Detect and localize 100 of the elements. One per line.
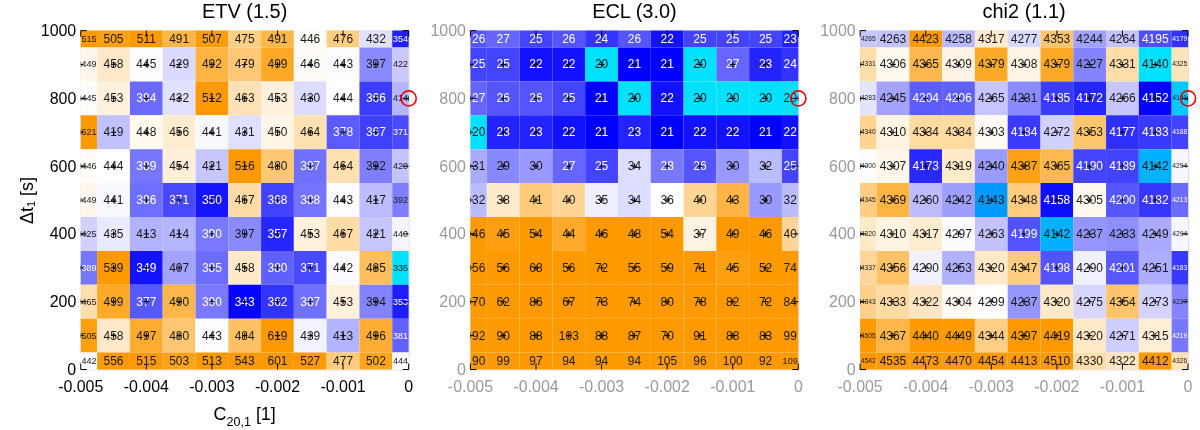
- data-label: 4315: [1141, 328, 1169, 343]
- data-label: 4263: [879, 32, 907, 47]
- data-label: 4195: [1141, 32, 1169, 47]
- data-label: 55: [627, 260, 642, 275]
- data-label: 446: [300, 32, 321, 47]
- data-label: 362: [267, 294, 288, 309]
- data-label: 456: [169, 125, 190, 140]
- data-label: 4263: [978, 226, 1005, 241]
- data-label: 453: [300, 226, 321, 241]
- data-label: 4303: [978, 125, 1005, 140]
- data-label: 397: [234, 226, 255, 241]
- data-label: 4182: [1141, 193, 1169, 208]
- data-label: 4354: [1109, 294, 1137, 309]
- data-label: 499: [103, 294, 124, 309]
- data-label: 503: [169, 354, 190, 368]
- data-label: 4140: [1141, 57, 1169, 72]
- data-label: 4143: [978, 193, 1005, 208]
- data-label: 21: [594, 125, 609, 140]
- data-label: 4244: [1076, 32, 1104, 47]
- data-label: 421: [365, 226, 387, 241]
- data-label: 4347: [1010, 260, 1038, 275]
- data-label: 4305: [1076, 193, 1104, 208]
- data-label: 422: [392, 59, 408, 70]
- y-tick-label: 800: [829, 89, 856, 107]
- x-tick-label: -0.005: [447, 378, 494, 396]
- data-label: 25: [726, 32, 740, 47]
- data-label: 480: [169, 328, 190, 343]
- data-label: 4365: [912, 57, 940, 72]
- data-label: 458: [103, 328, 124, 343]
- data-label: 432: [365, 32, 387, 47]
- x-tick-label: -0.002: [1034, 378, 1080, 396]
- data-label: 4322: [912, 294, 940, 309]
- data-label: 371: [300, 260, 321, 275]
- data-label: 513: [201, 354, 223, 368]
- data-label: 368: [267, 193, 288, 208]
- data-label: 384: [136, 91, 157, 106]
- data-label: 4334: [945, 125, 973, 140]
- data-label: 23: [529, 125, 544, 140]
- data-label: 91: [693, 328, 707, 343]
- data-label: 38: [496, 193, 511, 208]
- data-label: 29: [496, 159, 511, 174]
- data-label: 56: [471, 260, 486, 275]
- data-label: 94: [627, 354, 642, 368]
- data-label: 4172: [1076, 91, 1104, 106]
- data-label: 425: [81, 228, 97, 239]
- data-label: 443: [333, 57, 354, 72]
- data-label: 389: [136, 159, 157, 174]
- data-label: 413: [136, 226, 157, 241]
- data-label: 516: [234, 159, 255, 174]
- x-tick-label: 0: [793, 378, 803, 396]
- data-label: 458: [103, 57, 124, 72]
- data-label: 377: [136, 294, 157, 309]
- data-label: 414: [169, 226, 190, 241]
- data-label: 4331: [1109, 57, 1137, 72]
- data-label: 32: [471, 193, 486, 208]
- data-label: 26: [471, 32, 486, 47]
- y-axis-title: Δt₁ [s]: [16, 177, 37, 225]
- data-label: 4260: [912, 193, 940, 208]
- data-label: 380: [267, 260, 288, 275]
- data-label: 367: [365, 125, 387, 140]
- data-label: 435: [103, 226, 124, 241]
- data-label: 450: [267, 125, 288, 140]
- data-label: 25: [471, 57, 486, 72]
- x-tick-label: -0.002: [254, 378, 301, 396]
- data-label: 4367: [879, 328, 907, 343]
- data-label: 4142: [1043, 226, 1071, 241]
- data-label: 4185: [1043, 91, 1071, 106]
- data-label: 48: [627, 226, 642, 241]
- x-tick-label: -0.004: [903, 378, 949, 396]
- data-label: 381: [392, 330, 408, 341]
- data-label: 4290: [912, 260, 940, 275]
- data-label: 70: [660, 328, 675, 343]
- data-label: 440: [392, 228, 408, 239]
- data-label: 41: [529, 193, 544, 208]
- data-label: 25: [758, 32, 773, 47]
- data-label: 4198: [1043, 260, 1071, 275]
- data-label: 480: [267, 159, 288, 174]
- data-label: 4423: [912, 32, 940, 47]
- data-label: 4473: [912, 354, 940, 368]
- data-label: 444: [392, 356, 408, 366]
- data-label: 4227: [1076, 57, 1104, 72]
- data-label: 4308: [1010, 57, 1038, 72]
- x-tick-label: -0.004: [513, 378, 559, 396]
- data-label: 26: [496, 91, 511, 106]
- data-label: 458: [234, 260, 255, 275]
- y-tick-label: 400: [49, 225, 77, 243]
- y-tick-label: 800: [439, 89, 467, 107]
- data-label: 366: [365, 91, 387, 106]
- data-label: 420: [392, 161, 408, 172]
- data-label: 527: [300, 354, 321, 368]
- y-tick-label: 1000: [430, 22, 467, 40]
- data-label: 25: [594, 159, 609, 174]
- data-label: 543: [234, 354, 255, 368]
- data-label: 432: [169, 91, 190, 106]
- data-label: 4309: [945, 57, 973, 72]
- data-label: 463: [234, 91, 255, 106]
- data-label: 490: [169, 294, 190, 309]
- data-label: 439: [300, 328, 321, 343]
- data-label: 512: [201, 91, 223, 106]
- data-label: 389: [81, 262, 97, 273]
